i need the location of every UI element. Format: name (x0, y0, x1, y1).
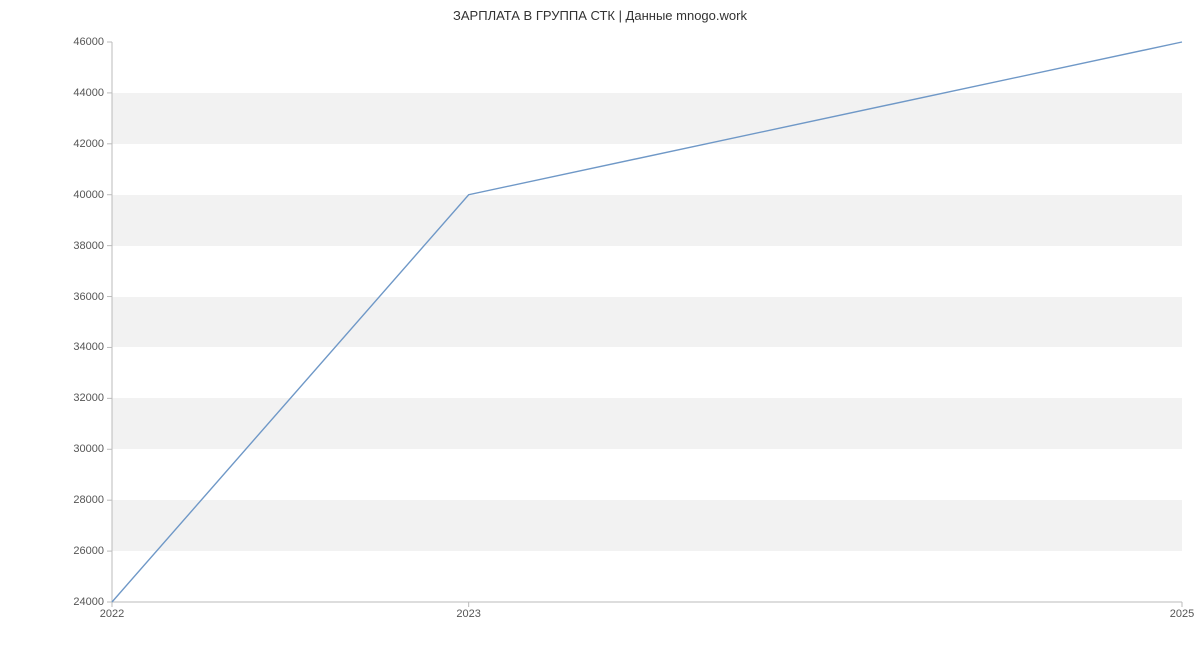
y-tick-label: 28000 (73, 494, 112, 506)
y-tick-label: 34000 (73, 341, 112, 353)
y-tick-label: 26000 (73, 545, 112, 557)
chart-title: ЗАРПЛАТА В ГРУППА СТК | Данные mnogo.wor… (0, 8, 1200, 23)
y-tick-label: 42000 (73, 138, 112, 150)
x-tick-label: 2023 (456, 602, 480, 620)
y-tick-label: 30000 (73, 443, 112, 455)
salary-series-line (112, 42, 1182, 602)
y-tick-label: 38000 (73, 240, 112, 252)
plot-area: 2400026000280003000032000340003600038000… (112, 42, 1182, 602)
y-tick-label: 40000 (73, 189, 112, 201)
x-tick-label: 2022 (100, 602, 124, 620)
x-tick-label: 2025 (1170, 602, 1194, 620)
chart-svg (112, 42, 1182, 602)
y-tick-label: 36000 (73, 291, 112, 303)
y-tick-label: 44000 (73, 87, 112, 99)
y-tick-label: 46000 (73, 36, 112, 48)
y-tick-label: 32000 (73, 392, 112, 404)
salary-line-chart: ЗАРПЛАТА В ГРУППА СТК | Данные mnogo.wor… (0, 0, 1200, 650)
